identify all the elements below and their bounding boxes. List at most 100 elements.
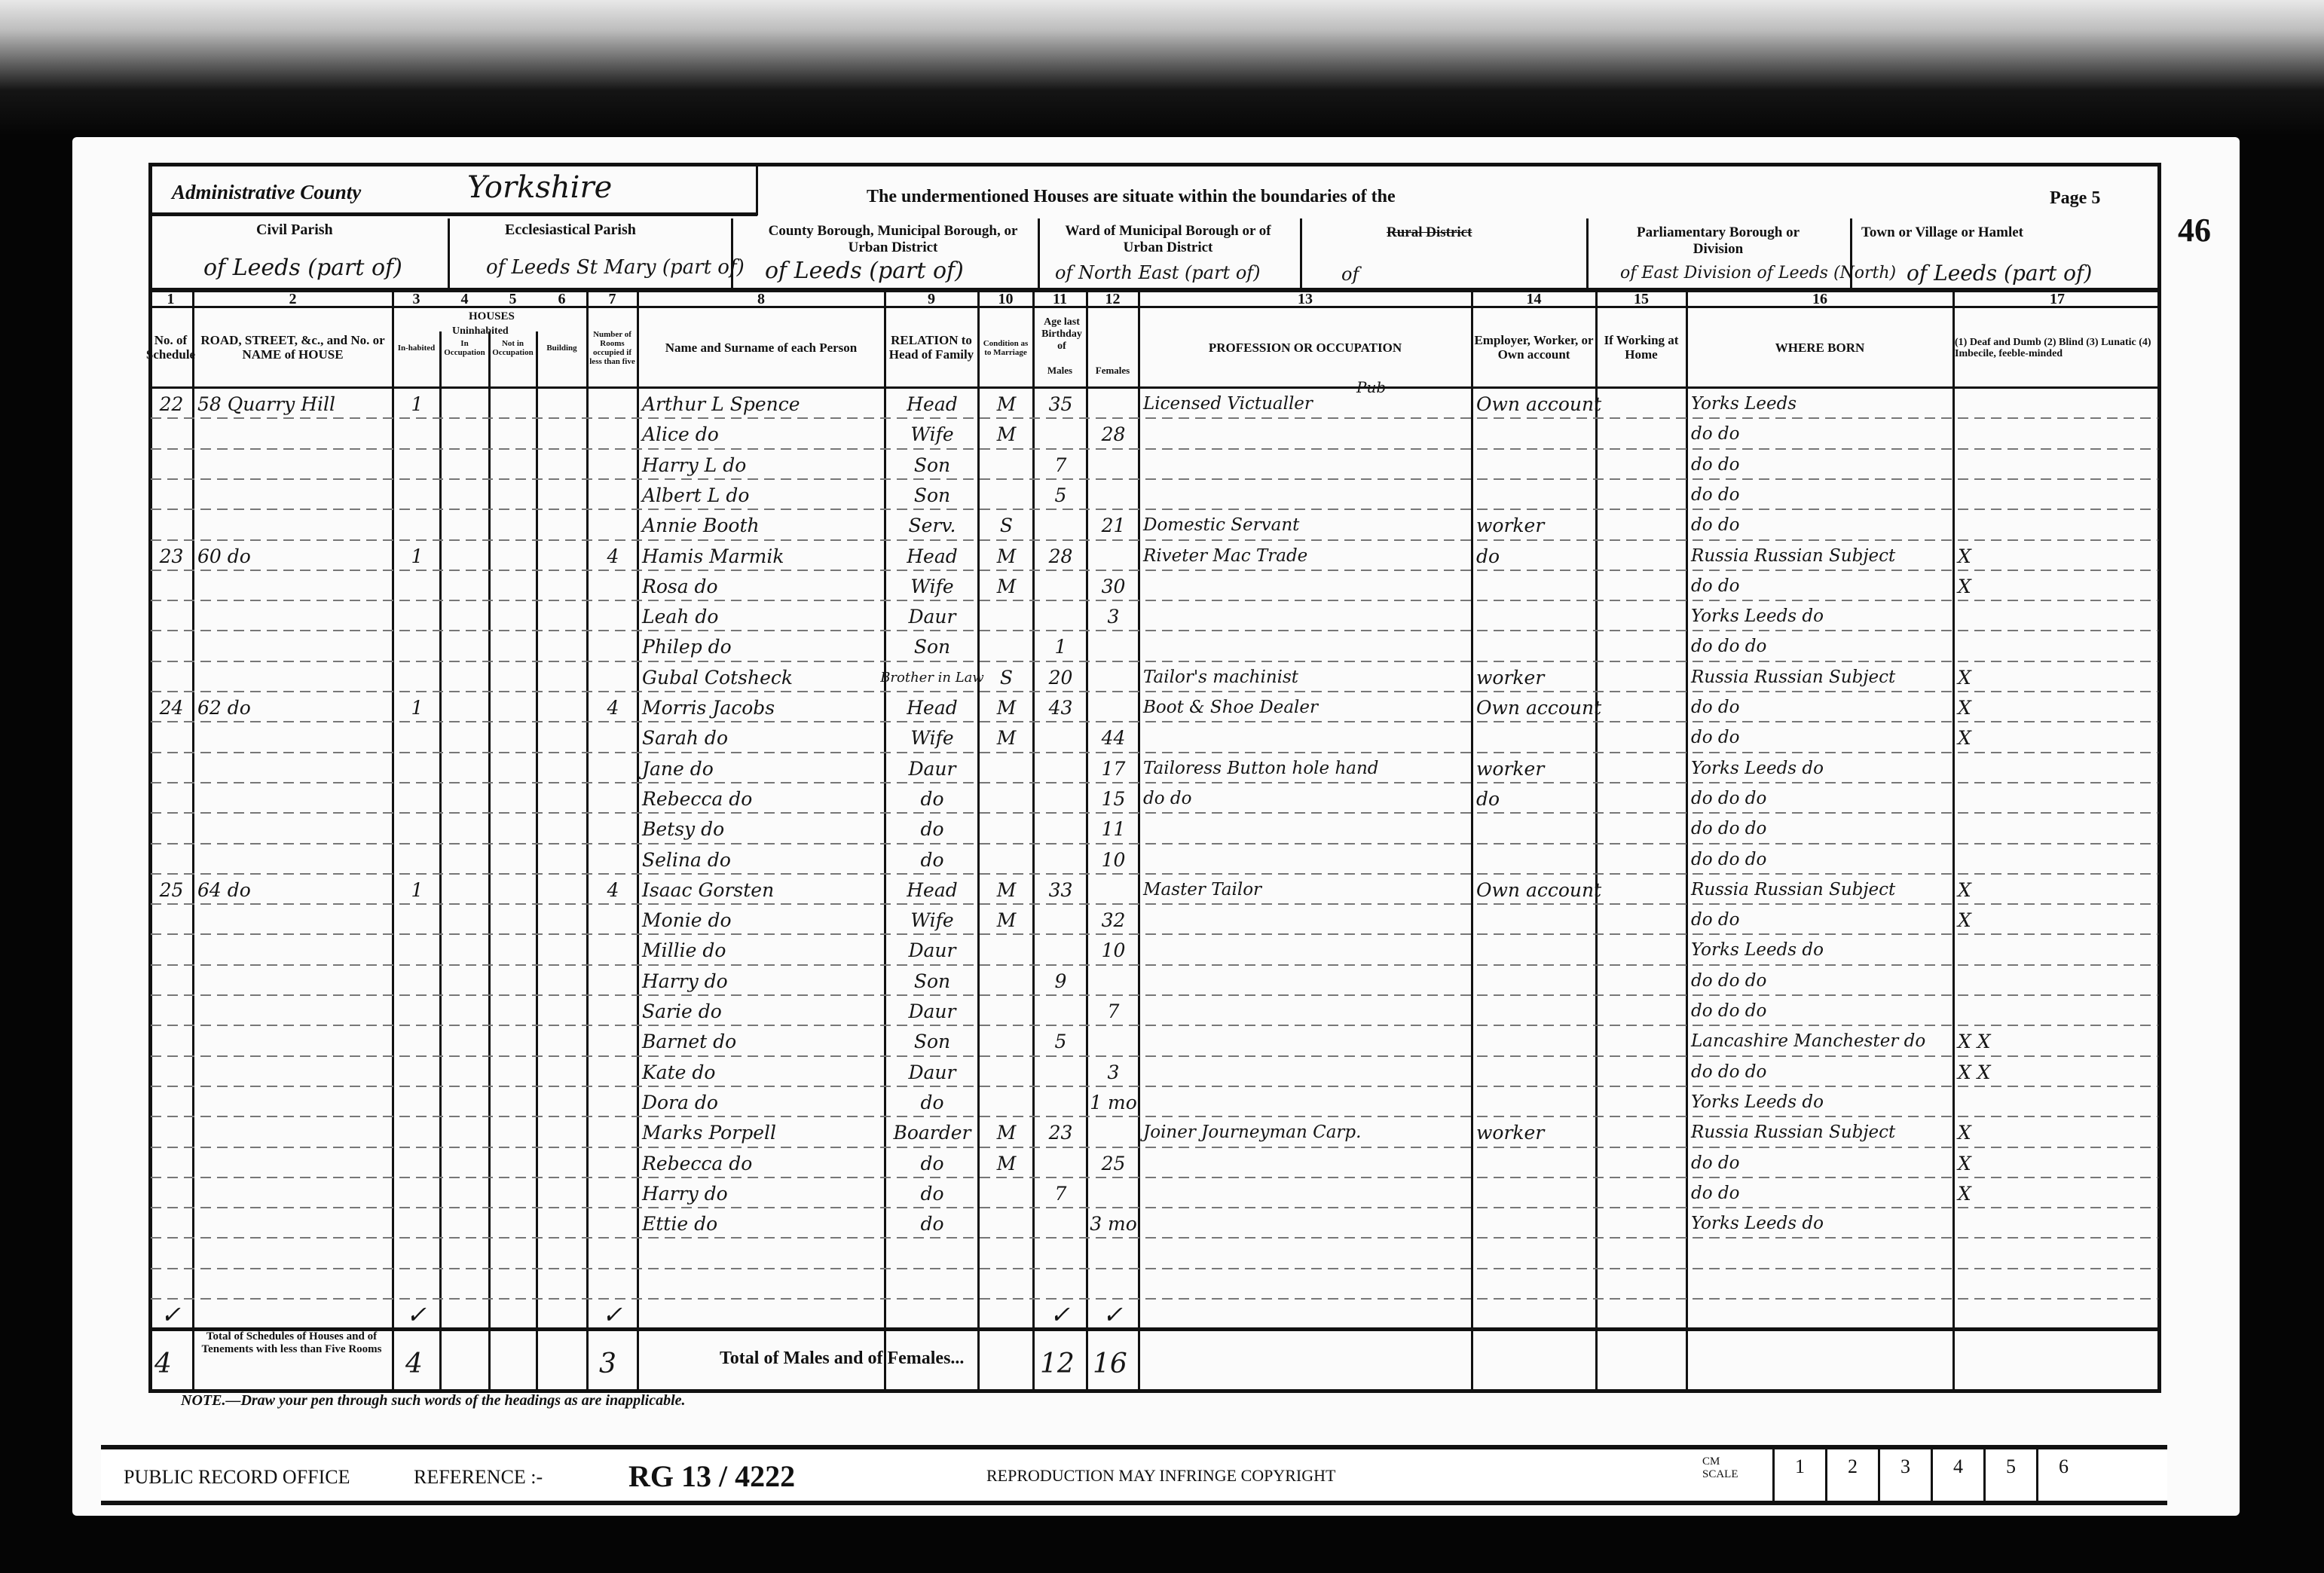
cell-relation: Daur [908,757,956,780]
cell-name: Millie do [642,939,726,961]
copyright-notice: REPRODUCTION MAY INFRINGE COPYRIGHT [986,1466,1336,1485]
cell-relation: Head [907,545,958,567]
cell-infirmity: X [1958,878,1971,901]
cell-male: 23 [1048,1121,1073,1144]
scale-mark: 6 [2036,1449,2089,1501]
cell-female: 28 [1101,423,1126,445]
cell-name: Harry do [642,970,728,992]
cell-relation: Daur [908,939,956,961]
scale-mark: 5 [1983,1449,2036,1501]
cell-born: do do [1691,1153,1740,1173]
totals-schedules-label: Total of Schedules of Houses and of Tene… [201,1330,382,1355]
row-rule [151,600,2158,601]
total-males: 12 [1040,1349,1075,1379]
column-heading: Number of Rooms occupied if less than fi… [589,329,635,367]
cell-male: 43 [1048,696,1073,719]
row-rule [151,1086,2158,1087]
cell-name: Harry L do [642,454,747,476]
scale-mark: 4 [1931,1449,1983,1501]
cell-born: Russia Russian Subject [1691,880,1896,900]
row-rule [151,933,2158,935]
cell-relation: Son [913,454,951,476]
column-heading: Condition as to Marriage [983,338,1029,357]
total-inhabited: 4 [405,1349,423,1379]
cell-employer: Own account [1476,878,1602,901]
column-heading: In Occupation [444,338,485,357]
cell-name: Gubal Cotsheck [642,666,794,689]
column-number: 4 [460,291,469,307]
cell-name: Albert L do [642,484,750,506]
cell-relation: do [920,848,944,871]
cell-condition: M [996,696,1017,719]
cell-female: 15 [1101,787,1126,810]
cell-occupation: Tailoress Button hole hand [1143,759,1379,778]
cell-infirmity: X X [1958,1030,1991,1052]
column-heading: Males [1047,364,1073,376]
cell-born: do do do [1691,850,1767,869]
cell-born: Yorks Leeds do [1691,1214,1824,1233]
ward-label: Ward of Municipal Borough or of Urban Di… [1065,223,1271,255]
cell-address: 64 do [197,878,251,901]
cell-born: do do do [1691,1001,1767,1021]
row-rule [151,1237,2158,1239]
column-number: 13 [1298,291,1313,307]
cell-condition: M [996,1152,1017,1174]
scanner-top-band [0,0,2324,136]
row-rule [151,964,2158,966]
cell-born: do do [1691,910,1740,930]
column-number: 7 [608,291,616,307]
cell-occupation: Tailor's machinist [1143,667,1299,687]
cell-name: Rosa do [642,575,718,597]
cell-born: Yorks Leeds do [1691,1092,1824,1112]
cell-infirmity: X [1958,545,1971,567]
cell-name: Harry do [642,1182,728,1205]
county-borough-label: County Borough, Municipal Borough, or Ur… [768,223,1018,255]
cell-male: 1 [1054,635,1067,658]
cell-female: 10 [1101,939,1126,961]
office-label: PUBLIC RECORD OFFICE [124,1466,350,1488]
column-number: 10 [998,291,1014,307]
eccl-parish-value: of Leeds St Mary (part of) [486,256,745,279]
column-heading: Name and Surname of each Person [665,340,858,355]
cell-born: Yorks Leeds do [1691,606,1824,626]
cell-infirmity: X [1958,696,1971,719]
row-rule [151,1025,2158,1026]
check-mark: ✓ [602,1300,622,1329]
cell-name: Selina do [642,848,731,871]
cell-relation: Daur [908,1061,956,1083]
county-borough-value: of Leeds (part of) [765,258,964,284]
cell-employer: worker [1476,1121,1545,1144]
cell-infirmity: X [1958,666,1971,689]
cell-born: do do do [1691,819,1767,838]
column-heading: Employer, Worker, or Own account [1474,333,1594,362]
cell-infirmity: X [1958,1121,1971,1144]
town-label: Town or Village or Hamlet [1861,224,2023,240]
cell-rooms: 4 [607,696,619,719]
scale-mark: 2 [1825,1449,1878,1501]
cell-relation: Son [913,970,951,992]
cell-female: 1 mo [1090,1091,1137,1113]
cell-name: Betsy do [642,817,725,840]
row-rule [151,1268,2158,1269]
check-mark: ✓ [1102,1300,1123,1329]
cell-infirmity: X [1958,1152,1971,1174]
cell-condition: S [999,514,1014,536]
cell-relation: Head [907,392,958,415]
column-number: 16 [1812,291,1827,307]
margin-folio: 46 [2178,212,2211,249]
cell-occupation: do do [1143,789,1192,808]
cell-female: 11 [1101,817,1126,840]
cell-address: 60 do [197,545,251,567]
column-divider [392,289,394,1393]
row-rule [151,417,2158,419]
cell-relation: Serv. [908,514,956,536]
cell-female: 3 [1107,605,1120,628]
scale-mark: 1 [1772,1449,1825,1501]
cell-born: do do [1691,485,1740,505]
cell-relation: Son [913,635,951,658]
cell-condition: M [996,726,1017,749]
cell-name: Morris Jacobs [642,696,775,719]
cell-relation: do [920,1152,944,1174]
cell-name: Monie do [642,909,732,931]
cell-infirmity: X [1958,726,1971,749]
